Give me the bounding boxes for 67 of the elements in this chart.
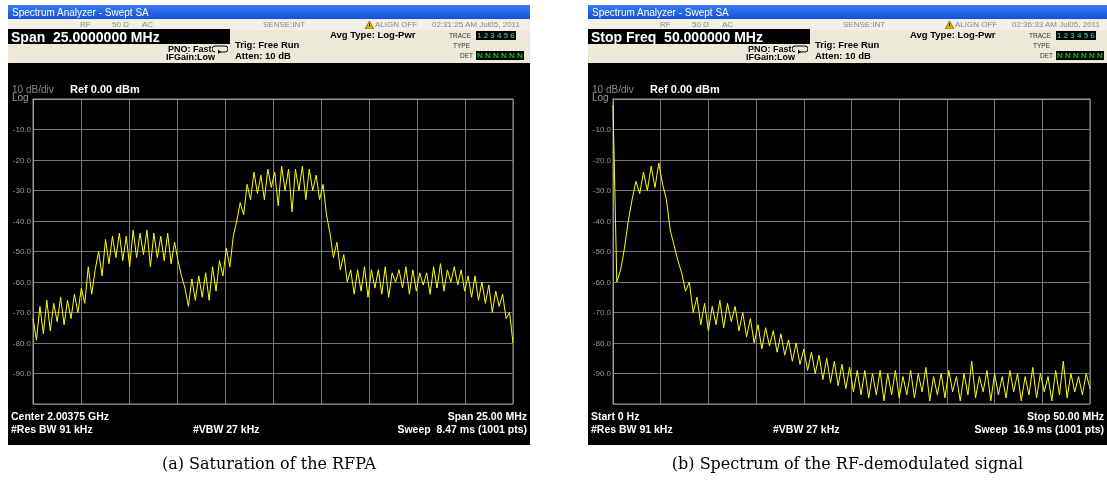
text: IFGain:Low	[166, 52, 215, 63]
text: AC	[142, 20, 154, 30]
text: AC	[722, 20, 734, 30]
text: #Res BW 91 kHz	[11, 423, 93, 436]
y-tick-label: -10.0	[592, 125, 612, 134]
text: #VBW 27 kHz	[193, 423, 260, 436]
text: #Res BW 91 kHz	[591, 423, 673, 436]
line-series	[32, 165, 514, 344]
text: Span 25.0000000 MHz	[11, 29, 160, 46]
y-tick-label: -10.0	[12, 125, 32, 134]
text: RF	[660, 20, 671, 30]
text: #VBW 27 kHz	[773, 423, 840, 436]
y-tick-label: -90.0	[12, 369, 32, 378]
y-tick-label: -30.0	[12, 186, 32, 195]
text: 50 Ω	[112, 20, 130, 30]
text: Ref 0.00 dBm	[650, 83, 720, 96]
text: 10 dB/div	[592, 84, 634, 95]
text: Atten: 10 dB	[235, 50, 291, 62]
text: (a) Saturation of the RFPA	[161, 454, 378, 473]
text: Avg Type: Log-Pwr	[330, 29, 416, 41]
y-tick-label: -60.0	[592, 277, 612, 287]
text: (b) Spectrum of the RF-demodulated signal	[670, 454, 1025, 473]
text: Atten: 10 dB	[815, 50, 871, 62]
text: PNO: Fast	[168, 44, 212, 54]
y-tick-label: -20.0	[12, 155, 32, 165]
text: Stop 50.00 MHz	[1026, 410, 1104, 423]
text: ALIGN OFF	[375, 20, 418, 30]
y-tick-label: -70.0	[12, 308, 32, 317]
text: Trig: Free Run	[235, 39, 300, 51]
text: SENSE:INT	[843, 20, 886, 30]
y-tick-label: -80.0	[592, 338, 612, 348]
y-tick-label: -80.0	[12, 338, 32, 348]
text: RF	[80, 20, 91, 30]
y-tick-label: -90.0	[592, 369, 612, 378]
text: 02:31:25 AM Jul05, 2011	[432, 20, 520, 30]
text: Spectrum Analyzer - Swept SA	[12, 7, 149, 19]
text: N N N N N N	[476, 51, 524, 61]
text: Start 0 Hz	[591, 410, 640, 423]
text: 02:36:33 AM Jul05, 2011	[1012, 20, 1100, 30]
y-axis-title: Log	[592, 92, 609, 103]
text: Spectrum Analyzer - Swept SA	[592, 7, 729, 19]
text: Sweep 16.9 ms (1001 pts)	[974, 423, 1104, 436]
text: IFGain:Low	[746, 52, 795, 63]
y-tick-label: -50.0	[12, 247, 32, 256]
text: Stop Freq 50.000000 MHz	[591, 29, 763, 46]
y-tick-label: -40.0	[592, 216, 612, 226]
y-tick-label: -40.0	[12, 216, 32, 226]
text: ALIGN OFF	[955, 20, 998, 30]
text: 10 dB/div	[12, 84, 54, 95]
text: 50 Ω	[692, 20, 710, 30]
text: Span 25.00 MHz	[447, 410, 527, 423]
y-tick-label: -20.0	[592, 155, 612, 165]
y-tick-label: -70.0	[592, 308, 612, 317]
text: Sweep 8.47 ms (1001 pts)	[397, 423, 527, 436]
text: SENSE:INT	[263, 20, 306, 30]
y-tick-label: -50.0	[592, 247, 612, 256]
y-axis-title: Log	[12, 92, 29, 103]
text: Avg Type: Log-Pwr	[910, 29, 996, 41]
text: Center 2.00375 GHz	[11, 410, 110, 423]
text: Trig: Free Run	[815, 39, 880, 51]
y-tick-label: -60.0	[12, 277, 32, 287]
text: PNO: Fast	[748, 44, 792, 54]
text: 1 2 3 4 5 6	[1056, 31, 1096, 41]
text: N N N N N N	[1056, 51, 1104, 61]
text: Ref 0.00 dBm	[70, 83, 140, 96]
y-tick-label: -30.0	[592, 186, 612, 195]
text: 1 2 3 4 5 6	[476, 31, 516, 41]
